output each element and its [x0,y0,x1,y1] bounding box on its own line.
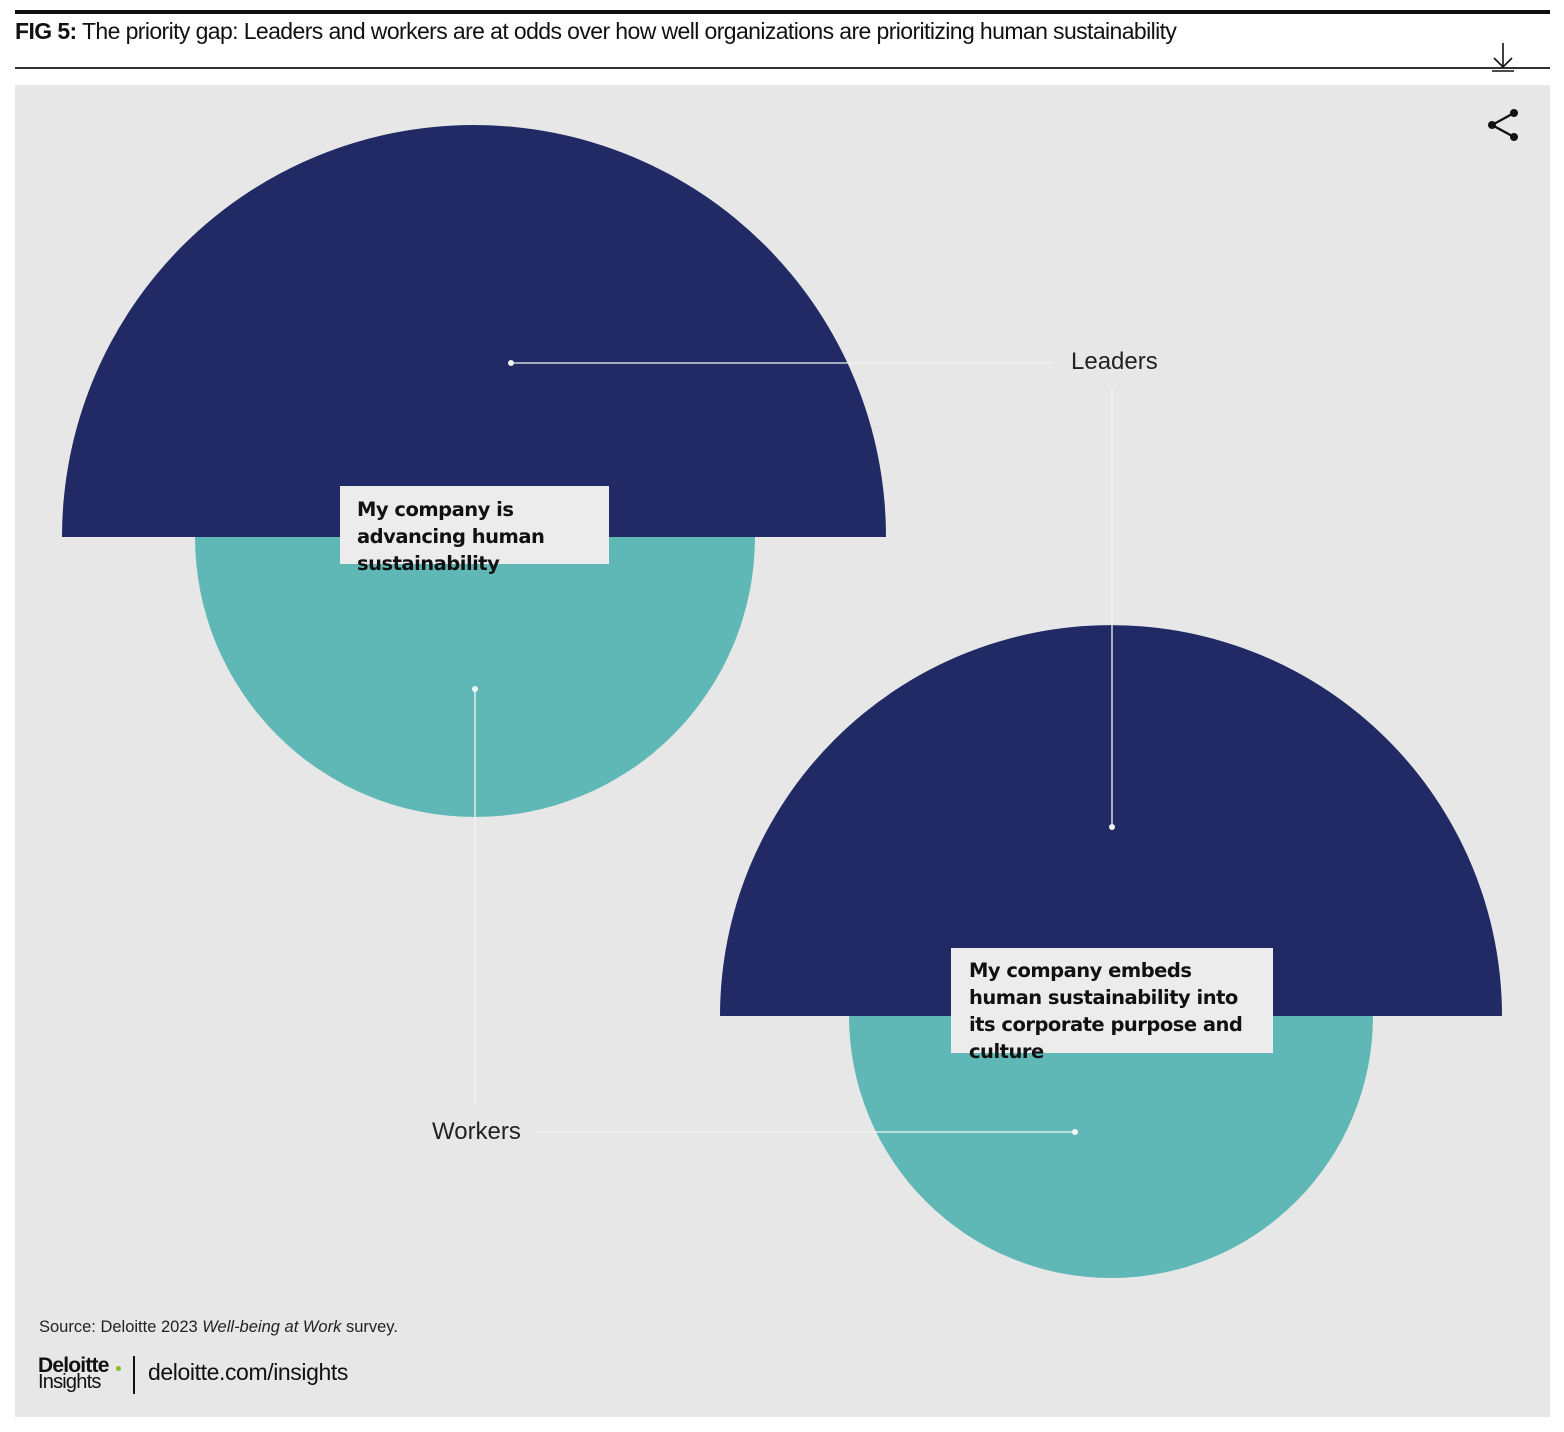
share-icon [1488,109,1518,141]
source-suffix: survey. [341,1318,398,1336]
top-rule [15,10,1550,14]
share-button[interactable] [1484,106,1522,144]
leaders-half-circle-1 [62,125,886,537]
category-label-embeds: My company embeds human sustainability i… [951,948,1273,1063]
figure-title: FIG 5: The priority gap: Leaders and wor… [15,18,1177,45]
figure-label: FIG 5: [15,18,77,44]
leaders-connector-dot-1 [508,360,514,366]
source-note: Source: Deloitte 2023 Well-being at Work… [39,1318,398,1337]
workers-connector-dot-2 [1072,1129,1078,1135]
category-label-advancing: My company is advancing human sustainabi… [340,486,609,575]
logo-name: Deloitte [38,1354,109,1377]
deloitte-insights-logo: Deloitte Insights [38,1354,128,1394]
logo-green-dot [116,1366,121,1371]
download-button[interactable] [1488,40,1518,74]
leaders-connector-dot-2 [1109,824,1115,830]
leaders-half-circle-2 [720,625,1502,1016]
title-rule [15,67,1550,69]
download-icon [1492,43,1514,72]
logo-sub: Insights [38,1371,101,1393]
deloitte-insights-link[interactable]: deloitte.com/insights [148,1359,348,1385]
logo-divider [133,1356,135,1394]
figure-title-text: The priority gap: Leaders and workers ar… [81,18,1177,44]
workers-label: Workers [432,1118,521,1145]
workers-connector-dot-1 [472,686,478,692]
source-survey-name: Well-being at Work [202,1318,342,1336]
workers-half-circle-1 [195,537,755,817]
workers-half-circle-2 [849,1016,1373,1278]
leaders-label: Leaders [1071,348,1158,375]
source-prefix: Source: Deloitte 2023 [39,1318,203,1336]
